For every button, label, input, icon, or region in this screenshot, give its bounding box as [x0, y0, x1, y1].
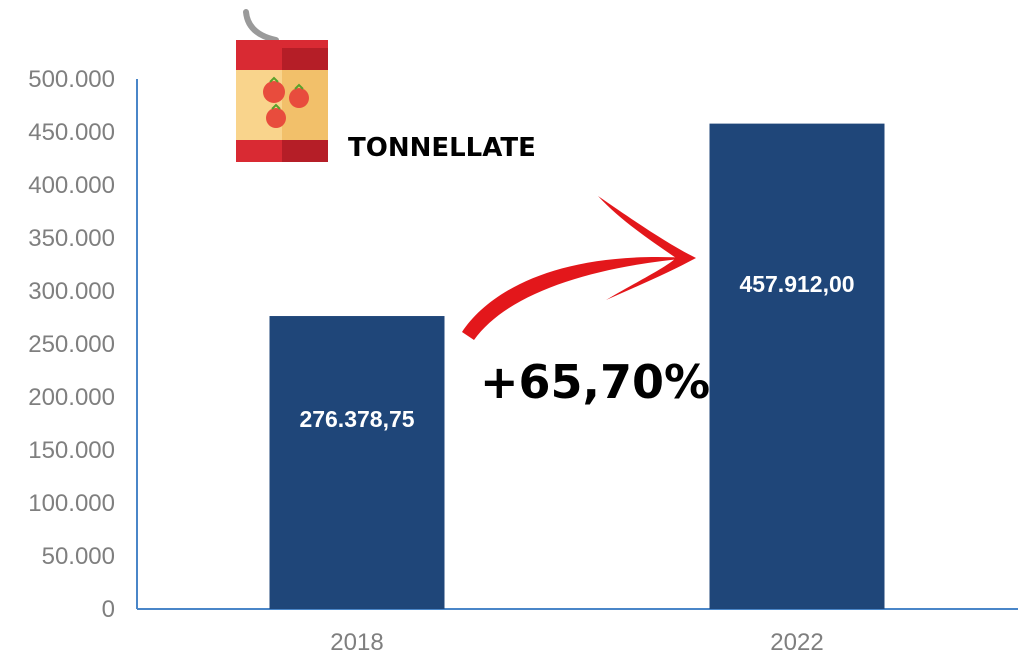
bar-value-label: 457.912,00: [739, 271, 854, 297]
y-tick-label: 150.000: [28, 437, 115, 464]
growth-percentage-label: +65,70%: [480, 355, 710, 409]
y-tick-label: 500.000: [28, 66, 115, 93]
y-tick-label: 200.000: [28, 384, 115, 411]
y-tick-label: 50.000: [42, 543, 115, 570]
unit-label: TONNELLATE: [348, 133, 536, 163]
y-tick-label: 450.000: [28, 119, 115, 146]
bar-2022: [709, 123, 885, 609]
bar-value-label: 276.378,75: [299, 406, 414, 432]
y-tick-label: 350.000: [28, 225, 115, 252]
y-tick-label: 100.000: [28, 490, 115, 517]
y-axis-ticks: 0 50.000 100.000 150.000 200.000 250.000 300.0…: [28, 66, 115, 623]
bar-2018: [269, 316, 445, 609]
y-tick-label: 250.000: [28, 331, 115, 358]
bars: 276.378,75 457.912,00: [269, 123, 885, 609]
tomato-can-icon: [236, 9, 328, 162]
x-axis-categories: 2018 2022: [330, 629, 823, 656]
x-category-label: 2018: [330, 629, 383, 656]
y-tick-label: 400.000: [28, 172, 115, 199]
growth-arrow: [462, 196, 696, 340]
x-category-label: 2022: [770, 629, 823, 656]
y-tick-label: 0: [102, 596, 115, 623]
y-tick-label: 300.000: [28, 278, 115, 305]
